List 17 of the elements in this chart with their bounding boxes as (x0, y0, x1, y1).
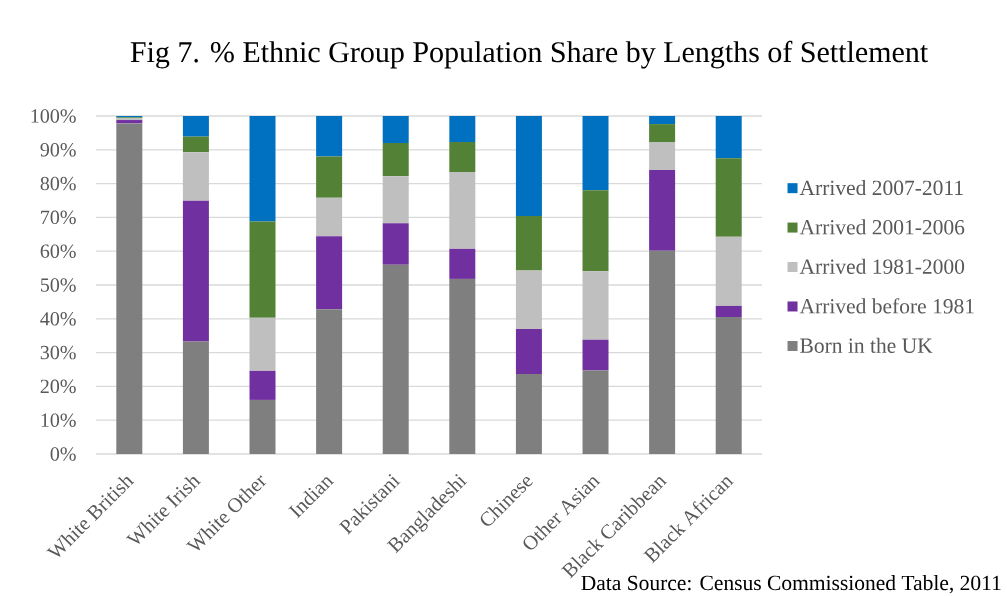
y-tick-label: 100% (31, 109, 76, 123)
y-tick-label: 10% (41, 413, 76, 427)
y-tick-label: 70% (41, 210, 76, 225)
legend-label: Arrived 2007-2011 (799, 179, 963, 196)
legend-label: Arrived 2001-2006 (799, 219, 965, 235)
legend-label: Arrived 1981-2000 (799, 258, 965, 274)
y-tick-label: 0% (50, 447, 76, 461)
y-tick-label: 40% (40, 312, 76, 326)
chart-title: Fig 7. % Ethnic Group Population Share by Lengths of Settlement (130, 40, 928, 69)
legend-label: Born in the UK (800, 337, 933, 353)
legend-label: Arrived before 1981 (799, 298, 974, 314)
y-tick-label: 30% (40, 345, 76, 360)
y-tick-label: 90% (40, 143, 76, 157)
y-tick-label: 60% (40, 244, 76, 258)
y-tick-label: 80% (40, 176, 76, 191)
y-tick-label: 20% (40, 379, 76, 394)
y-tick-label: 50% (40, 278, 76, 292)
